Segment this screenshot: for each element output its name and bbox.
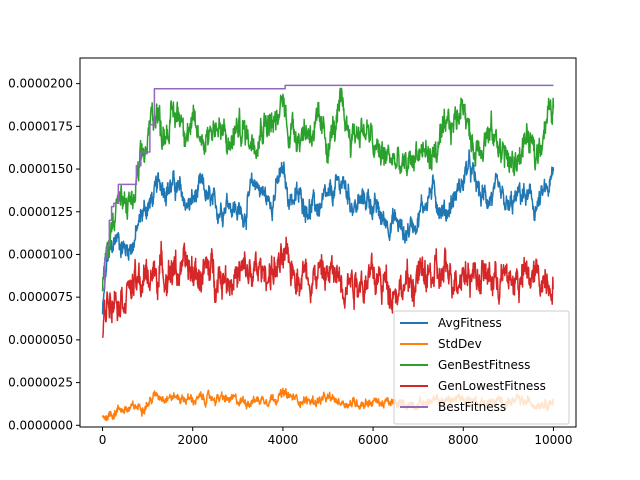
y-tick-label: 0.0000100: [8, 247, 73, 261]
legend-label: GenBestFitness: [438, 358, 530, 372]
series-line-genbestfitness: [101, 87, 555, 292]
y-tick-label: 0.0000050: [8, 333, 73, 347]
legend-label: AvgFitness: [438, 316, 502, 330]
legend-item-stddev: StdDev: [400, 337, 482, 351]
legend-label: BestFitness: [438, 400, 506, 414]
y-tick-label: 0.0000075: [8, 290, 73, 304]
series-line-bestfitness: [102, 84, 554, 290]
y-tick-label: 0.0000125: [8, 205, 73, 219]
legend-label: StdDev: [438, 337, 482, 351]
y-tick-label: 0.0000175: [8, 119, 73, 133]
legend-item-genlowestfitness: GenLowestFitness: [400, 379, 546, 393]
series-line-genlowestfitness: [101, 236, 554, 339]
axes-frame: [79, 57, 577, 428]
legend: AvgFitness StdDev GenBestFitness GenLowestF…: [393, 310, 570, 425]
x-tick-label: 10000: [534, 433, 572, 447]
x-tick-label: 2000: [177, 433, 208, 447]
series-layer: [101, 84, 555, 422]
legend-box: [393, 310, 570, 425]
x-axis-ticks: 0 2000 4000 6000 8000 10000: [99, 427, 573, 447]
y-tick-label: 0.0000150: [8, 162, 73, 176]
legend-item-bestfitness: BestFitness: [400, 400, 506, 414]
x-tick-label: 4000: [268, 433, 299, 447]
legend-item-avgfitness: AvgFitness: [400, 316, 502, 330]
legend-item-genbestfitness: GenBestFitness: [400, 358, 530, 372]
x-tick-label: 0: [99, 433, 107, 447]
y-tick-label: 0.0000025: [8, 376, 73, 390]
legend-items: AvgFitness StdDev GenBestFitness GenLowestF…: [400, 316, 546, 414]
x-tick-label: 6000: [358, 433, 389, 447]
y-tick-label: 0.0000200: [8, 77, 73, 91]
legend-label: GenLowestFitness: [438, 379, 546, 393]
y-axis-ticks: 0.0000000 0.0000025 0.0000050 0.0000075 0.00…: [8, 77, 80, 432]
x-tick-label: 8000: [448, 433, 479, 447]
y-tick-label: 0.0000000: [8, 418, 73, 432]
series-line-avgfitness: [101, 149, 555, 315]
